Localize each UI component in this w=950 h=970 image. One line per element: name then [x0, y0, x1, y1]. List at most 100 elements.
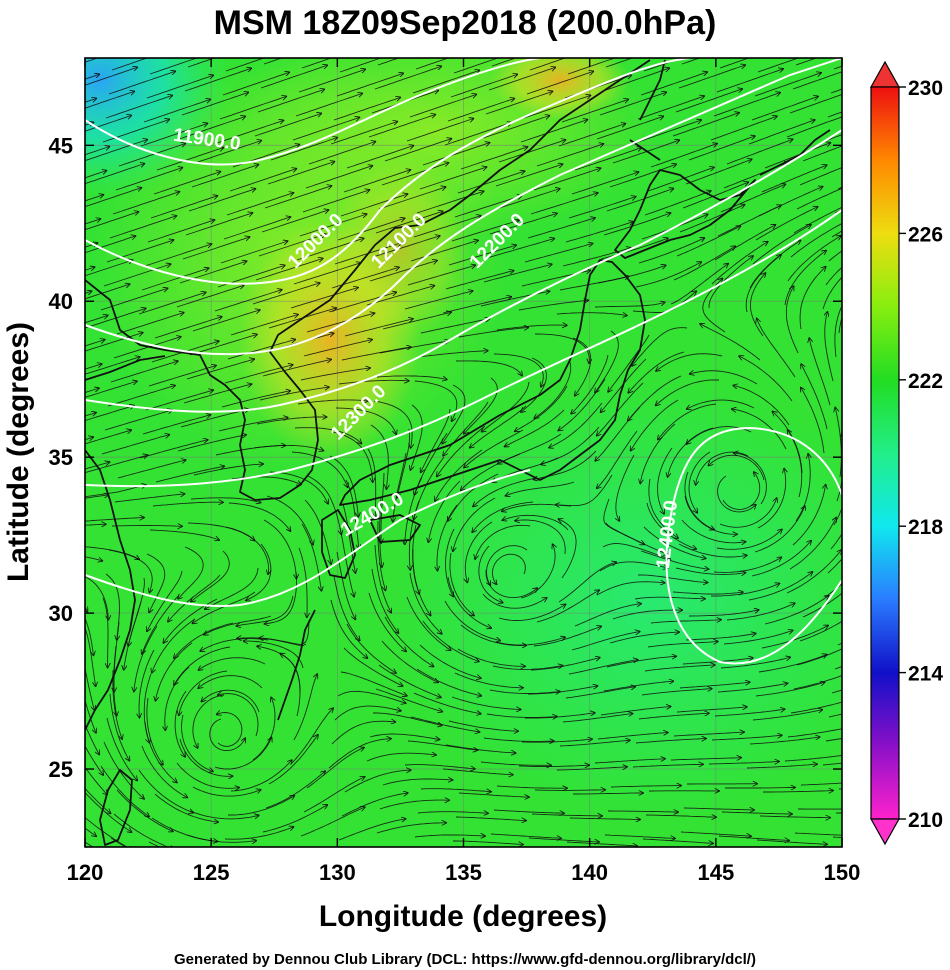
streamline	[406, 596, 451, 650]
streamline	[556, 767, 627, 771]
streamline	[301, 523, 322, 591]
streamline	[416, 668, 482, 696]
streamline	[105, 95, 173, 119]
streamline	[606, 188, 674, 212]
streamline	[445, 744, 516, 753]
streamline	[758, 187, 823, 217]
streamline	[192, 694, 225, 748]
streamline	[608, 334, 650, 392]
streamline	[802, 145, 842, 162]
streamline	[572, 337, 592, 396]
streamline	[85, 91, 135, 109]
streamline	[796, 187, 842, 210]
streamline	[733, 453, 767, 505]
y-axis-label: Latitude (degrees)	[2, 322, 35, 582]
y-tick-label: 30	[49, 601, 73, 626]
streamline	[498, 604, 566, 621]
streamline	[268, 735, 318, 785]
streamline	[453, 840, 523, 845]
streamline	[528, 686, 598, 695]
streamline	[422, 620, 479, 662]
streamline	[191, 165, 259, 188]
streamline	[495, 637, 565, 646]
streamline	[253, 444, 324, 450]
streamline	[152, 502, 223, 507]
streamline	[492, 553, 526, 584]
streamline	[174, 646, 231, 685]
streamline	[795, 58, 818, 66]
streamline	[799, 267, 826, 330]
streamline	[341, 347, 411, 361]
streamline	[138, 769, 194, 813]
streamline	[178, 116, 246, 140]
streamline	[258, 234, 326, 257]
streamline	[493, 809, 564, 813]
streamline	[165, 666, 190, 731]
streamline	[790, 222, 842, 258]
streamline	[139, 440, 208, 459]
streamline	[683, 808, 754, 810]
streamline	[180, 409, 249, 428]
streamline	[752, 225, 811, 265]
colorbar-ticks: 230 226 222 218 214 210	[899, 77, 943, 832]
streamline	[562, 248, 631, 267]
streamline	[85, 364, 102, 370]
streamline	[340, 194, 408, 217]
streamline	[443, 401, 489, 456]
streamline	[525, 713, 595, 719]
streamline	[333, 97, 401, 121]
streamline	[749, 737, 820, 745]
streamline	[146, 697, 163, 765]
streamline	[746, 764, 817, 769]
streamline	[183, 384, 252, 404]
streamline	[437, 425, 486, 477]
streamline	[684, 471, 714, 530]
streamline	[422, 143, 490, 166]
streamline	[85, 243, 98, 248]
streamline	[216, 120, 284, 144]
streamline	[339, 58, 383, 73]
streamline	[139, 649, 155, 718]
streamline	[262, 805, 328, 833]
streamline	[380, 496, 382, 567]
streamline	[689, 610, 759, 617]
streamline	[825, 738, 842, 742]
streamline	[599, 561, 668, 572]
streamline	[708, 454, 765, 481]
streamline	[672, 113, 739, 137]
streamline	[822, 762, 842, 766]
streamline	[486, 238, 555, 259]
streamline	[328, 292, 397, 313]
streamline	[784, 250, 826, 306]
streamline	[85, 495, 109, 499]
streamline	[448, 720, 519, 731]
streamline	[457, 648, 525, 666]
streamline	[640, 550, 709, 569]
streamline	[190, 497, 261, 503]
streamline	[668, 427, 714, 477]
streamline	[290, 287, 358, 309]
streamline	[154, 317, 222, 339]
streamline	[720, 657, 791, 669]
streamline	[597, 382, 644, 436]
streamline	[437, 504, 458, 571]
streamline	[417, 812, 488, 814]
colorbar-tick-label: 226	[908, 223, 943, 246]
streamline	[483, 264, 552, 283]
streamline	[393, 452, 407, 522]
streamline	[796, 648, 842, 666]
streamline	[85, 67, 138, 86]
streamline	[85, 617, 94, 656]
streamline	[237, 638, 307, 647]
streamline	[263, 519, 296, 579]
streamline	[568, 660, 638, 675]
streamline	[34, 697, 74, 755]
streamline	[134, 625, 158, 692]
coastline-honshu	[339, 259, 646, 506]
streamline	[108, 71, 176, 95]
streamline	[413, 692, 481, 714]
streamline	[189, 810, 259, 820]
streamline	[336, 73, 404, 97]
streamline	[478, 545, 503, 603]
